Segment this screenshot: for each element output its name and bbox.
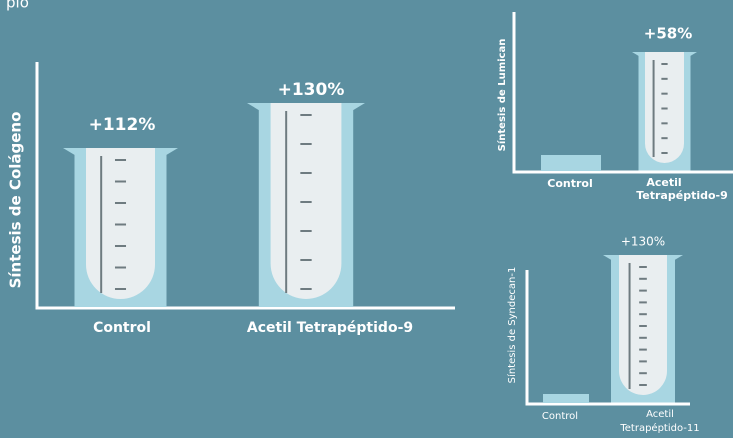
category-label: Control [547, 177, 592, 190]
control-bar [541, 155, 601, 171]
annotation: +112% [89, 115, 156, 135]
control-bar [543, 394, 589, 403]
category-label: Acetil [646, 176, 681, 189]
y-label: Síntesis de Syndecan-1 [506, 267, 518, 384]
category-label: Tetrapéptido-11 [619, 422, 699, 434]
y-label: Síntesis de Lumican [496, 39, 508, 152]
axes [512, 12, 733, 174]
category-label: Control [542, 411, 578, 422]
axes [525, 270, 690, 406]
beaker-tube [86, 148, 155, 299]
category-label: Acetil [646, 409, 674, 420]
beaker-tube [270, 103, 342, 299]
annotation: +58% [644, 25, 692, 43]
header-fragment: plo [6, 0, 29, 12]
annotation: +130% [621, 235, 665, 249]
category-label: Control [93, 320, 151, 336]
category-label: Tetrapéptido-9 [636, 189, 728, 202]
category-label: Acetil Tetrapéptido-9 [247, 320, 413, 336]
y-label: Síntesis de Colágeno [7, 112, 25, 289]
axes [35, 62, 455, 310]
annotation: +130% [278, 80, 345, 100]
